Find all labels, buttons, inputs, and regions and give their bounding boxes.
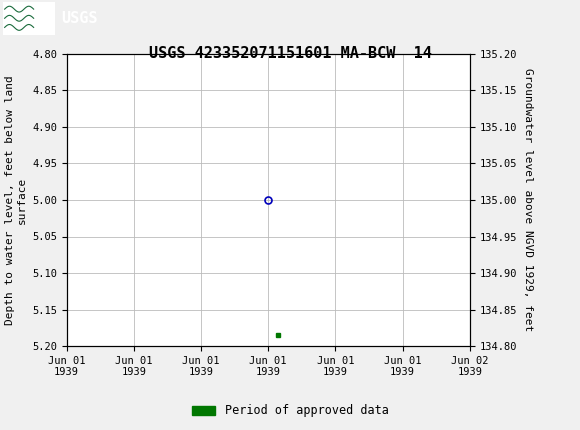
Text: USGS: USGS bbox=[61, 11, 97, 26]
Legend: Period of approved data: Period of approved data bbox=[187, 399, 393, 422]
Text: USGS 423352071151601 MA-BCW  14: USGS 423352071151601 MA-BCW 14 bbox=[148, 46, 432, 61]
Y-axis label: Groundwater level above NGVD 1929, feet: Groundwater level above NGVD 1929, feet bbox=[523, 68, 532, 332]
Bar bbox=[3, 2, 55, 35]
Y-axis label: Depth to water level, feet below land
surface: Depth to water level, feet below land su… bbox=[5, 75, 27, 325]
